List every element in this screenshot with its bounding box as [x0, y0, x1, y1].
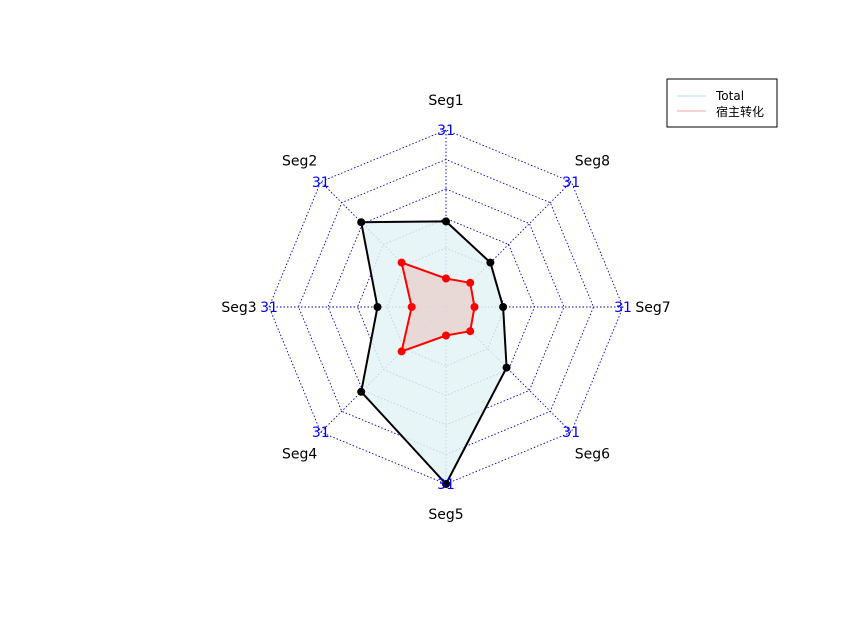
data-point-host-conversion-seg5	[442, 331, 450, 340]
ring-value-label: 31	[562, 175, 580, 191]
data-point-total-seg7	[499, 303, 508, 311]
data-point-host-conversion-seg2	[397, 258, 406, 267]
data-point-host-conversion-seg1	[442, 274, 450, 283]
legend-label-total: Total	[715, 89, 744, 103]
axis-labels: Seg1 Seg2 Seg3 Seg4 Seg5 Seg6 Seg7 Seg8	[221, 93, 670, 523]
axis-label-seg2: Seg2	[282, 154, 317, 170]
ring-value-label: 31	[614, 300, 632, 316]
ring-value-label: 31	[312, 175, 330, 191]
axis-label-seg1: Seg1	[428, 93, 463, 109]
series-area-host-conversion	[401, 262, 475, 352]
grid-ring-6	[268, 129, 624, 485]
ring-value-label: 31	[437, 123, 455, 139]
data-point-total-seg6	[502, 363, 511, 372]
axis-label-seg3: Seg3	[221, 300, 256, 316]
legend: Total 宿主转化	[666, 78, 778, 128]
data-point-host-conversion-seg6	[466, 327, 475, 336]
axis-label-seg4: Seg4	[282, 446, 317, 462]
series-layer	[357, 217, 511, 488]
data-point-host-conversion-seg7	[470, 303, 479, 311]
ring-value-label: 31	[260, 300, 278, 316]
axis-label-seg5: Seg5	[428, 507, 463, 523]
spoke-seg8	[445, 181, 572, 308]
data-point-host-conversion-seg8	[466, 278, 475, 287]
data-point-total-seg4	[357, 387, 366, 396]
data-point-total-seg1	[442, 217, 450, 226]
data-point-total-seg2	[357, 218, 366, 227]
ring-value-label: 31	[437, 477, 455, 493]
axis-label-seg7: Seg7	[635, 300, 670, 316]
legend-label-host-conversion: 宿主转化	[716, 104, 764, 119]
data-point-total-seg5	[442, 480, 450, 488]
axis-label-seg6: Seg6	[575, 446, 610, 462]
legend-box	[666, 78, 778, 128]
ring-value-label: 31	[562, 425, 580, 441]
data-point-total-seg8	[486, 258, 495, 267]
data-point-host-conversion-seg4	[397, 347, 406, 356]
axis-label-seg8: Seg8	[575, 154, 610, 170]
ring-value-label: 31	[312, 425, 330, 441]
series-area-total	[361, 221, 507, 484]
data-point-total-seg3	[373, 303, 382, 311]
data-point-host-conversion-seg3	[407, 303, 416, 311]
ring-labels: 31 31 31 31 31 31 31 31	[260, 123, 632, 493]
